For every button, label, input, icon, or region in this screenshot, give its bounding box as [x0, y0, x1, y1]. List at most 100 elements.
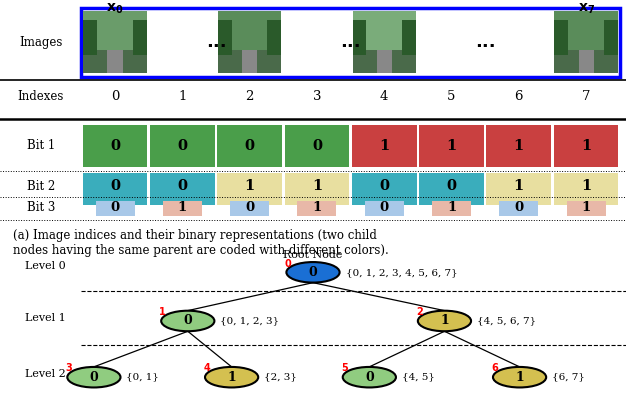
Text: 1: 1: [447, 201, 456, 214]
Bar: [567, 201, 605, 216]
Bar: [230, 201, 269, 216]
Bar: [285, 125, 349, 167]
Text: 2: 2: [416, 307, 423, 317]
Text: ...: ...: [341, 33, 361, 51]
Text: 0: 0: [110, 201, 120, 214]
Bar: [297, 201, 336, 216]
Text: 3: 3: [66, 363, 72, 373]
Text: {0, 1, 2, 3, 4, 5, 6, 7}: {0, 1, 2, 3, 4, 5, 6, 7}: [346, 268, 457, 277]
Bar: [352, 125, 416, 167]
Text: 1: 1: [514, 139, 524, 153]
Text: 1: 1: [245, 179, 255, 193]
Text: 6: 6: [515, 90, 523, 102]
Text: Bit 1: Bit 1: [26, 140, 55, 152]
Text: 0: 0: [245, 201, 254, 214]
Bar: [96, 201, 135, 216]
Bar: [352, 50, 416, 73]
Text: {0, 1, 2, 3}: {0, 1, 2, 3}: [220, 316, 279, 326]
Text: 1: 1: [379, 139, 389, 153]
Text: 6: 6: [491, 363, 498, 373]
Bar: [377, 50, 392, 73]
Text: {0, 1}: {0, 1}: [126, 373, 160, 382]
Text: 0: 0: [365, 371, 374, 384]
Text: {4, 5}: {4, 5}: [402, 373, 435, 382]
Text: 0: 0: [245, 139, 255, 153]
Bar: [217, 125, 282, 167]
Text: 5: 5: [448, 90, 456, 102]
Bar: [83, 173, 147, 206]
Bar: [83, 50, 146, 73]
Bar: [555, 20, 568, 55]
Bar: [604, 20, 618, 55]
Bar: [554, 173, 618, 206]
Text: 1: 1: [582, 201, 591, 214]
Text: 0: 0: [285, 258, 291, 268]
Bar: [555, 50, 618, 73]
Text: 1: 1: [312, 179, 322, 193]
Bar: [163, 201, 202, 216]
Bar: [554, 125, 618, 167]
Text: Level 2: Level 2: [25, 369, 66, 379]
Text: 7: 7: [582, 90, 590, 102]
Bar: [402, 20, 416, 55]
Text: 0: 0: [309, 266, 317, 279]
Text: 2: 2: [245, 90, 254, 102]
Text: 1: 1: [581, 179, 591, 193]
Text: {6, 7}: {6, 7}: [552, 373, 585, 382]
Text: 0: 0: [177, 179, 187, 193]
Bar: [217, 173, 282, 206]
Text: {2, 3}: {2, 3}: [264, 373, 297, 382]
Ellipse shape: [67, 367, 120, 388]
Text: 0: 0: [183, 314, 192, 328]
Ellipse shape: [205, 367, 259, 388]
Bar: [555, 11, 618, 50]
Text: 0: 0: [446, 179, 456, 193]
Text: 4: 4: [203, 363, 210, 373]
Text: ...: ...: [206, 33, 226, 51]
Bar: [419, 125, 484, 167]
Bar: [486, 125, 551, 167]
Text: Root Node: Root Node: [284, 250, 342, 260]
Text: 0: 0: [379, 179, 389, 193]
Bar: [218, 50, 281, 73]
Text: 0: 0: [177, 139, 187, 153]
Text: Indexes: Indexes: [18, 90, 64, 102]
Text: 0: 0: [514, 201, 523, 214]
Ellipse shape: [342, 367, 396, 388]
Bar: [133, 20, 146, 55]
Bar: [352, 20, 366, 55]
Text: ...: ...: [475, 33, 495, 51]
Text: 1: 1: [160, 307, 166, 317]
Text: 0: 0: [110, 139, 120, 153]
Text: Bit 3: Bit 3: [26, 201, 55, 214]
Bar: [352, 173, 416, 206]
Text: 1: 1: [440, 314, 449, 328]
Bar: [83, 20, 97, 55]
Text: 0: 0: [110, 179, 120, 193]
Ellipse shape: [286, 262, 339, 282]
Text: 1: 1: [514, 179, 524, 193]
Text: {4, 5, 6, 7}: {4, 5, 6, 7}: [477, 316, 536, 326]
Text: Images: Images: [19, 36, 63, 49]
Text: 0: 0: [111, 90, 119, 102]
Bar: [432, 201, 471, 216]
Bar: [352, 11, 416, 50]
Ellipse shape: [161, 311, 214, 331]
Bar: [500, 201, 538, 216]
Bar: [578, 50, 593, 73]
Text: $\mathbf{x_7}$: $\mathbf{x_7}$: [578, 2, 595, 16]
Bar: [108, 50, 123, 73]
Ellipse shape: [493, 367, 546, 388]
Bar: [267, 20, 281, 55]
Bar: [83, 11, 146, 50]
Text: 1: 1: [227, 371, 236, 384]
Ellipse shape: [418, 311, 471, 331]
Bar: [486, 173, 551, 206]
Bar: [242, 50, 257, 73]
Text: 1: 1: [581, 139, 591, 153]
Bar: [150, 125, 215, 167]
Text: 1: 1: [178, 90, 187, 102]
Text: 1: 1: [446, 139, 456, 153]
Text: 5: 5: [341, 363, 347, 373]
Text: (a) Image indices and their binary representations (two child
nodes having the s: (a) Image indices and their binary repre…: [13, 229, 388, 257]
